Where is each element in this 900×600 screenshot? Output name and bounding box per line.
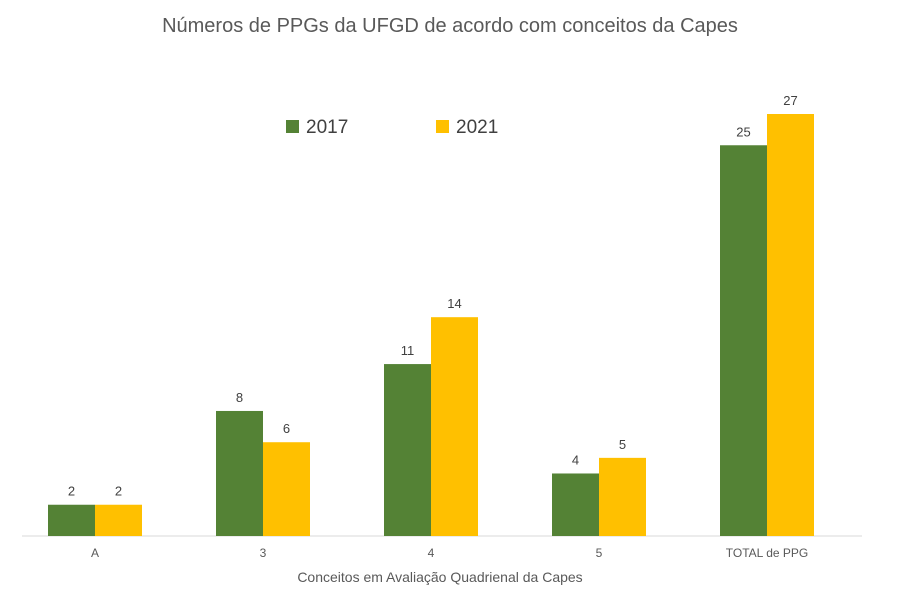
- legend-label-2021: 2021: [456, 117, 498, 138]
- data-label-2021-3: 6: [283, 421, 290, 436]
- data-label-2017-total-de-ppg: 25: [736, 124, 750, 139]
- data-label-2017-a: 2: [68, 484, 75, 499]
- x-tick-label: TOTAL de PPG: [726, 546, 808, 560]
- x-axis-title: Conceitos em Avaliação Quadrienal da Cap…: [297, 569, 582, 585]
- bars-group: 2 2 A 8 6 3 11 14 4 4 5 5 25 27 TOTAL de PPG: [48, 93, 814, 560]
- bar-2021-4: [431, 317, 478, 536]
- bar-2021-a: [95, 504, 142, 536]
- x-tick-label: 3: [260, 546, 267, 560]
- legend-swatch-2017: [286, 120, 299, 133]
- x-tick-label: 5: [596, 546, 603, 560]
- bar-2017-total-de-ppg: [720, 145, 767, 536]
- data-label-2021-5: 5: [619, 437, 626, 452]
- bar-2017-5: [552, 473, 599, 536]
- data-label-2017-4: 11: [401, 343, 415, 358]
- bar-2021-5: [599, 457, 646, 536]
- data-label-2017-5: 4: [572, 452, 579, 467]
- bar-2017-4: [384, 364, 431, 536]
- bar-2017-a: [48, 504, 95, 536]
- x-tick-label: 4: [428, 546, 435, 560]
- data-label-2017-3: 8: [236, 390, 243, 405]
- data-label-2021-4: 14: [447, 296, 461, 311]
- legend: 2017 2021: [286, 117, 498, 138]
- data-label-2021-a: 2: [115, 484, 122, 499]
- legend-label-2017: 2017: [306, 117, 348, 138]
- chart-title: Números de PPGs da UFGD de acordo com co…: [162, 15, 738, 37]
- bar-2017-3: [216, 410, 263, 536]
- bar-2021-3: [263, 442, 310, 536]
- bar-2021-total-de-ppg: [767, 114, 814, 536]
- legend-swatch-2021: [436, 120, 449, 133]
- x-tick-label: A: [91, 546, 99, 560]
- data-label-2021-total-de-ppg: 27: [783, 93, 797, 108]
